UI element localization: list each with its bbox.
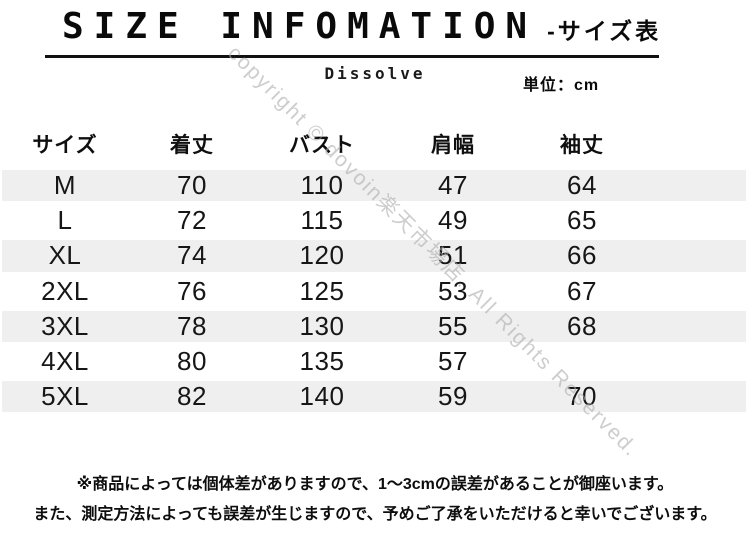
table-row: 4XL 80 135 57 [2, 344, 746, 379]
value-cell: 76 [177, 275, 207, 306]
value-cell: 59 [438, 381, 468, 412]
column-header-shoulder: 肩幅 [431, 134, 475, 157]
size-table: サイズ 着丈 バスト 肩幅 袖丈 M 70 110 47 64 L 72 115… [2, 120, 746, 415]
unit-label: 単位：cm [523, 77, 600, 94]
value-cell: 80 [177, 346, 207, 377]
brand-name: Dissolve [324, 64, 426, 83]
value-cell: 72 [177, 205, 207, 236]
value-cell: 51 [438, 240, 468, 271]
value-cell: 140 [299, 381, 345, 412]
size-cell: L [57, 205, 73, 236]
table-row: 5XL 82 140 59 70 [2, 379, 746, 415]
title-underline [45, 55, 659, 58]
value-cell: 130 [299, 310, 345, 341]
value-cell: 47 [438, 170, 468, 201]
value-cell: 120 [299, 240, 345, 271]
value-cell: 135 [299, 346, 345, 377]
column-header-bust: バスト [289, 134, 355, 157]
size-cell: 3XL [41, 310, 89, 341]
value-cell: 53 [438, 275, 468, 306]
value-cell: 115 [300, 205, 344, 236]
value-cell: 49 [438, 205, 468, 236]
title-suffix: -サイズ表 [547, 18, 662, 45]
size-cell: 5XL [41, 381, 89, 412]
table-row: XL 74 120 51 66 [2, 238, 746, 274]
value-cell: 78 [177, 310, 207, 341]
size-cell: XL [48, 240, 82, 271]
size-cell: M [53, 170, 77, 201]
column-header-size: サイズ [32, 134, 98, 157]
table-row: M 70 110 47 64 [2, 168, 746, 204]
value-cell: 68 [567, 310, 597, 341]
page-title: SIZE INFOMATION -サイズ表 [62, 6, 661, 48]
value-cell: 110 [300, 170, 344, 201]
table-row: L 72 115 49 65 [2, 203, 746, 238]
value-cell: 82 [177, 381, 207, 412]
disclaimer-line-2: また、測定方法によっても誤差が生じますので、予めご了承をいただけると幸いでござい… [33, 506, 717, 523]
value-cell: 70 [177, 170, 207, 201]
disclaimer-notes: ※商品によっては個体差がありますので、1～3cmの誤差があることが御座います。 … [0, 470, 750, 530]
value-cell: 125 [299, 275, 345, 306]
disclaimer-line-1: ※商品によっては個体差がありますので、1～3cmの誤差があることが御座います。 [76, 476, 674, 493]
value-cell: 66 [567, 240, 597, 271]
table-row: 2XL 76 125 53 67 [2, 274, 746, 309]
title-main: SIZE INFOMATION [62, 6, 538, 47]
value-cell: 65 [567, 205, 597, 236]
value-cell: 70 [567, 381, 597, 412]
table-row: 3XL 78 130 55 68 [2, 308, 746, 344]
value-cell: 74 [177, 240, 207, 271]
value-cell: 67 [567, 275, 597, 306]
column-header-length: 着丈 [170, 134, 214, 157]
value-cell: 57 [438, 346, 468, 377]
value-cell: 55 [438, 310, 468, 341]
size-cell: 2XL [41, 275, 89, 306]
column-header-sleeve: 袖丈 [560, 134, 604, 157]
size-cell: 4XL [41, 346, 89, 377]
value-cell: 64 [567, 170, 597, 201]
table-header-row: サイズ 着丈 バスト 肩幅 袖丈 [2, 120, 746, 168]
